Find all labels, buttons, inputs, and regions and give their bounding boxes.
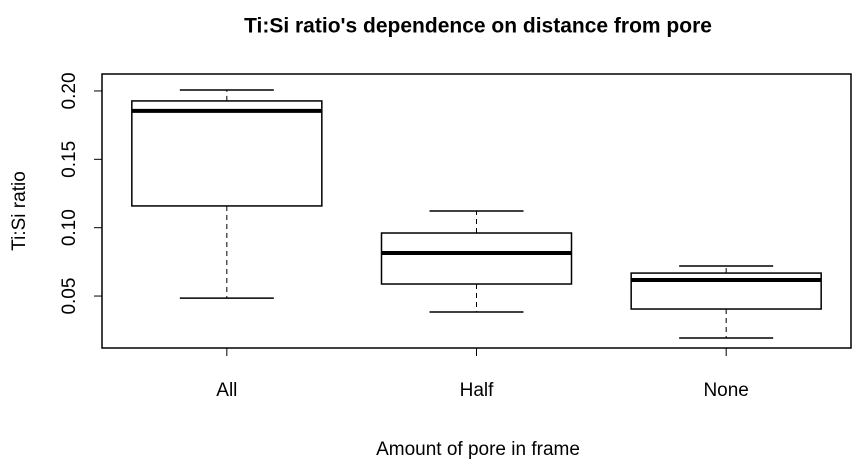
x-tick-label: All — [216, 380, 237, 401]
y-tick-label: 0.10 — [59, 209, 80, 246]
box — [131, 100, 323, 207]
box — [630, 272, 822, 310]
y-axis-label: Ti:Si ratio — [9, 171, 30, 251]
x-axis-label: Amount of pore in frame — [376, 439, 580, 460]
y-tick-label: 0.20 — [59, 72, 80, 109]
x-tick-label: Half — [460, 380, 495, 401]
y-tick-label: 0.05 — [59, 278, 80, 315]
box — [380, 232, 573, 285]
y-tick-label: 0.15 — [59, 141, 80, 178]
x-tick-label: None — [703, 380, 748, 401]
chart-title: Ti:Si ratio's dependence on distance fro… — [244, 15, 712, 38]
